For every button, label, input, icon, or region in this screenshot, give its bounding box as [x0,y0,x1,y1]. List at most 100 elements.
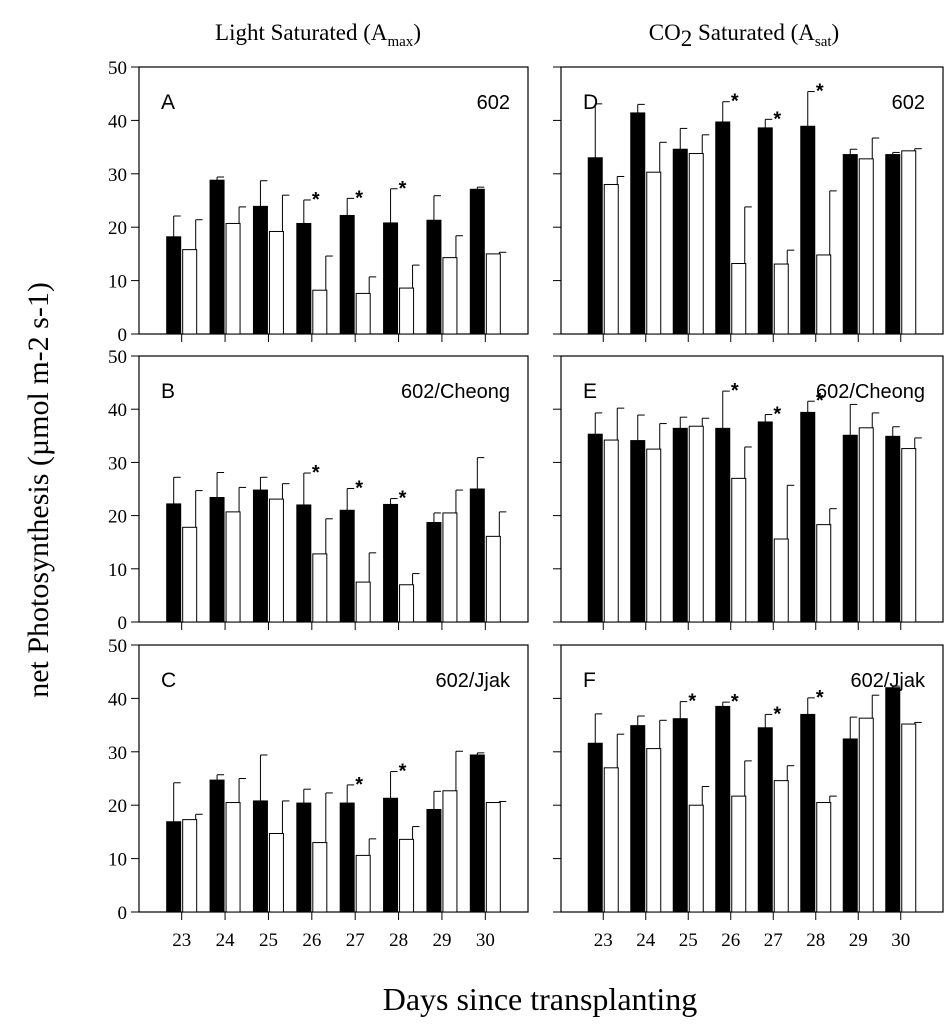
x-tick-label: 27 [346,930,365,951]
bar [588,158,602,334]
bar [400,839,414,912]
bar [269,231,283,334]
x-tick-label: 28 [389,930,408,951]
y-tick-label: 30 [108,743,127,764]
bar [297,223,311,334]
bar [647,749,661,912]
significance-asterisk: * [399,488,407,510]
right-column-title: CO2 Saturated (Asat) [649,20,839,51]
significance-asterisk: * [399,178,407,200]
panel-letter: E [583,380,597,403]
bar [673,719,687,912]
bar [340,510,354,622]
bar [486,536,500,622]
y-tick-label: 50 [108,347,127,368]
x-tick-label: 28 [806,930,825,951]
y-tick-label: 20 [108,796,127,817]
bar [167,822,181,912]
y-tick-label: 20 [108,507,127,528]
significance-asterisk: * [355,774,363,796]
panel-e: ***E 602/Cheong [553,356,943,630]
bar [427,809,441,912]
bar [817,803,831,912]
bar [313,290,327,334]
bar [297,803,311,912]
y-tick-label: 10 [108,850,127,871]
bar [631,441,645,622]
x-tick-label: 26 [302,930,321,951]
bar [470,189,484,334]
significance-asterisk: * [312,462,320,484]
bar [886,688,900,912]
x-tick-label: 23 [172,930,191,951]
x-tick-label: 30 [891,930,910,951]
significance-asterisk: * [399,761,407,783]
bar [427,220,441,334]
x-tick-label: 24 [216,930,236,951]
bar [470,755,484,912]
bar [604,440,618,622]
panel-c: 0102030405023 24 25 26 27 28 29 30**C 602/Jjak [108,636,528,951]
bar [886,155,900,334]
bar [732,478,746,622]
panel-letter: A [161,91,175,114]
bar [689,426,703,622]
y-tick-label: 10 [108,272,127,293]
bar [758,728,772,912]
y-tick-label: 40 [108,689,127,710]
bar [588,434,602,622]
bar [210,180,224,334]
significance-asterisk: * [312,189,320,211]
x-tick-label: 29 [432,930,451,951]
bar [486,803,500,912]
significance-asterisk: * [355,187,363,209]
bar [588,743,602,912]
bar [253,206,267,334]
bar [384,504,398,622]
bar [817,525,831,622]
panel-label: 602/Jjak [436,670,511,692]
x-tick-label: 23 [594,930,613,951]
bar [269,499,283,622]
y-tick-label: 0 [118,613,128,634]
bar [167,504,181,622]
y-axis-label: net Photosynthesis (µmol m-2 s-1) [22,282,55,698]
panel-label: 602 [477,92,510,114]
significance-asterisk: * [688,691,696,713]
x-axis-label: Days since transplanting [383,981,698,1017]
x-tick-label: 25 [679,930,698,951]
x-tick-label: 25 [259,930,278,951]
significance-asterisk: * [816,81,824,103]
bar [673,149,687,334]
bar [167,237,181,334]
panel-label: 602/Cheong [401,381,510,403]
bar [758,128,772,334]
bar [210,498,224,622]
bar [689,154,703,334]
x-tick-label: 26 [721,930,740,951]
y-tick-label: 50 [108,636,127,657]
y-tick-label: 50 [108,58,127,79]
bar [774,781,788,912]
panel-f: 23 24 25 26 27 28 29 30* ***F 602/Jjak [553,645,943,951]
bar [604,768,618,912]
bar [210,780,224,912]
bar [356,582,370,622]
panel-label: 602/Cheong [816,381,925,403]
panel-letter: B [161,380,175,403]
left-column-title: Light Saturated (Amax) [215,20,421,50]
bar [758,422,772,622]
bar [716,428,730,622]
bar [443,258,457,334]
significance-asterisk: * [731,691,739,713]
bar [226,803,240,912]
bar [843,155,857,334]
bar [716,706,730,912]
bar [604,184,618,334]
y-tick-label: 30 [108,165,127,186]
bar [817,255,831,334]
bar [631,726,645,912]
bar [183,527,197,622]
bar [183,250,197,334]
